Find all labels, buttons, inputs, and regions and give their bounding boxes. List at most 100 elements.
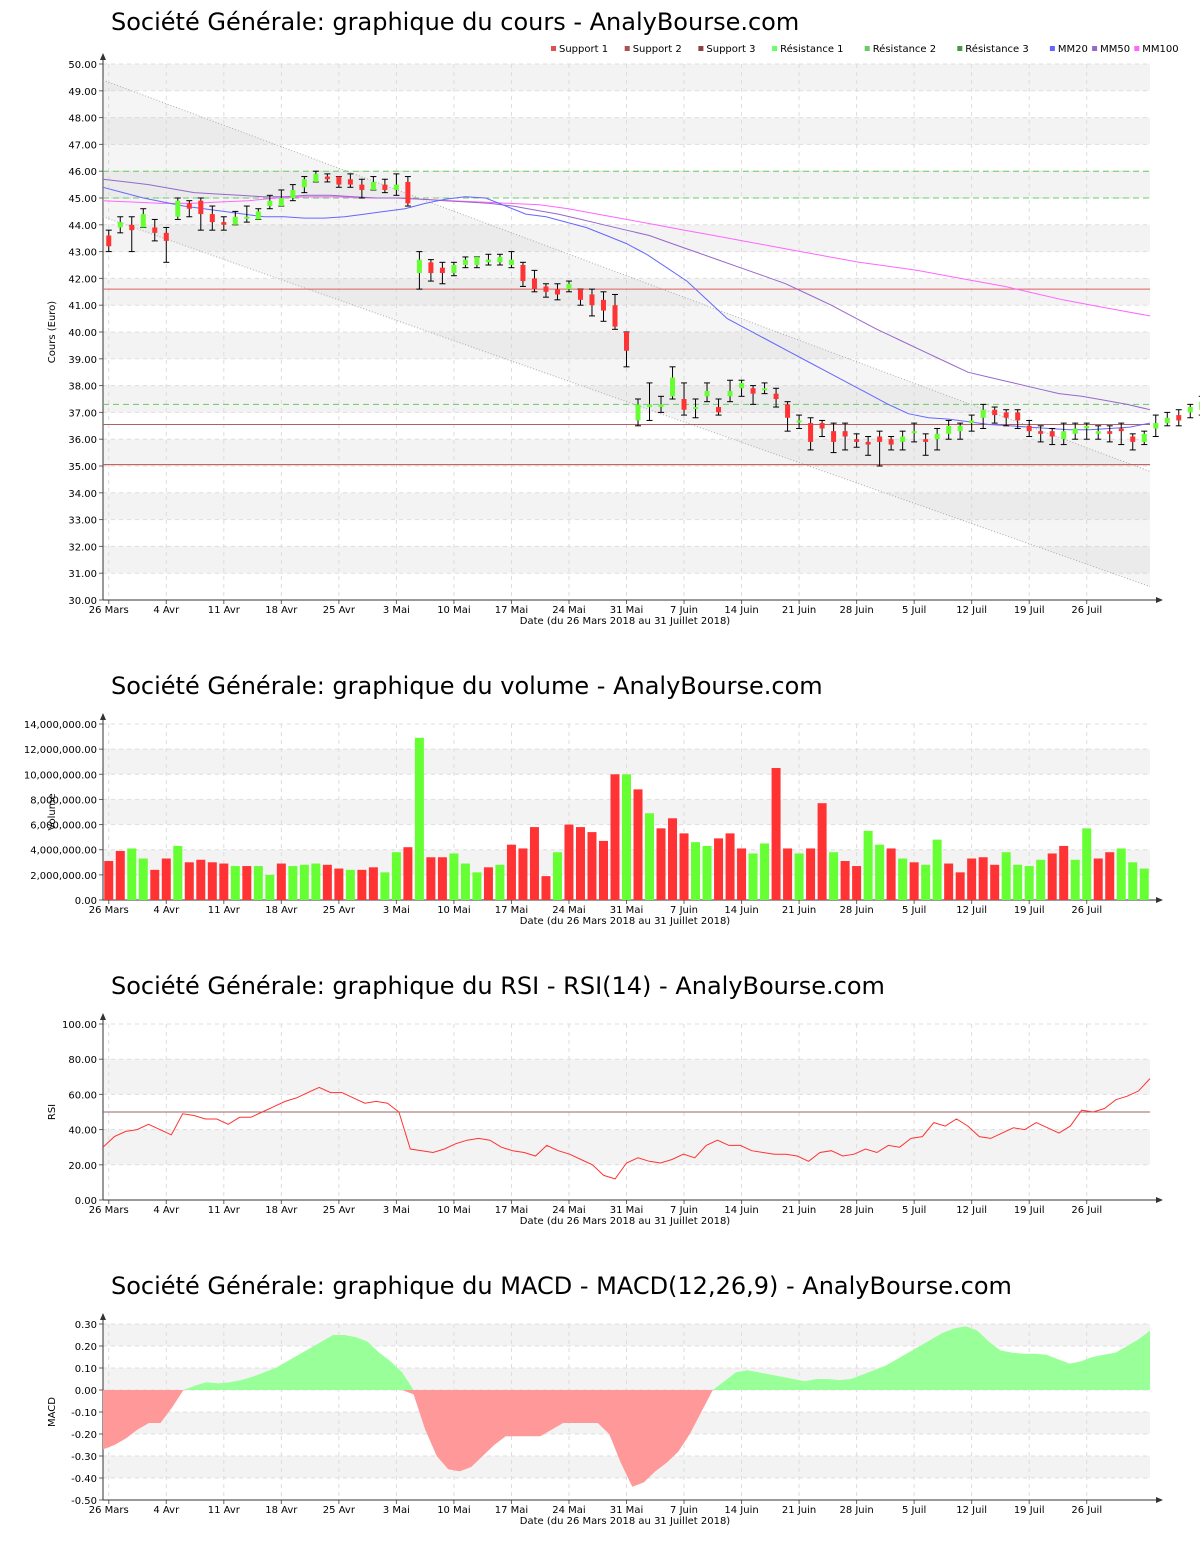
- price-y-axis-arrow: [100, 53, 106, 60]
- macd-x-axis-arrow: [1156, 1497, 1163, 1503]
- volume-bar-up: [921, 864, 931, 900]
- macd-x-tick-label: 3 Mai: [383, 1505, 410, 1516]
- volume-x-tick-label: 5 Juil: [902, 905, 926, 916]
- volume-bar-up: [1116, 848, 1126, 900]
- legend-label: Support 2: [633, 44, 682, 55]
- volume-bar-down: [771, 768, 781, 900]
- candle-body-down: [209, 214, 215, 223]
- volume-bar-down: [564, 824, 574, 900]
- volume-bar-up: [1036, 859, 1046, 900]
- volume-bar-down: [1105, 852, 1115, 900]
- volume-y-tick-label: 4,000,000.00: [30, 846, 97, 857]
- candle-body-down: [865, 441, 871, 445]
- volume-x-tick-label: 26 Juil: [1071, 905, 1102, 916]
- volume-bar-down: [587, 832, 597, 900]
- candle-body-down: [1176, 415, 1182, 421]
- candle-body-down: [221, 222, 227, 225]
- candle-body-up: [911, 431, 917, 434]
- rsi-x-tick-label: 7 Juin: [670, 1205, 698, 1216]
- rsi-x-tick-label: 25 Avr: [323, 1205, 356, 1216]
- macd-x-tick-label: 25 Avr: [323, 1505, 356, 1516]
- candle-body-down: [198, 200, 204, 215]
- price-x-tick-label: 21 Juin: [782, 605, 816, 616]
- mm100-line: [102, 196, 1151, 317]
- candle-body-down: [992, 409, 998, 416]
- macd-x-axis-label: Date (du 26 Mars 2018 au 31 Juillet 2018…: [520, 1516, 731, 1527]
- candle-body-down: [106, 235, 112, 247]
- candle-body-down: [359, 184, 365, 190]
- macd-x-tick-label: 11 Avr: [208, 1505, 241, 1516]
- macd-y-axis-label: MACD: [47, 1397, 58, 1427]
- volume-x-axis-arrow: [1156, 897, 1163, 903]
- legend-label: MM50: [1100, 44, 1130, 55]
- candle-body-up: [267, 200, 273, 207]
- candle-body-down: [1026, 425, 1032, 432]
- volume-bar-up: [380, 872, 390, 900]
- candle-body-up: [313, 173, 319, 182]
- volume-bar-up: [138, 858, 148, 900]
- candle-body-down: [1049, 431, 1055, 437]
- legend-swatch: [864, 46, 870, 51]
- volume-bar-down: [426, 857, 436, 900]
- rsi-x-tick-label: 12 Juil: [956, 1205, 987, 1216]
- legend-label: Support 1: [559, 44, 608, 55]
- price-y-axis-label: Cours (Euro): [47, 301, 58, 364]
- candle-body-up: [278, 198, 284, 207]
- rsi-x-tick-label: 19 Juil: [1014, 1205, 1045, 1216]
- volume-bar-up: [794, 853, 804, 900]
- volume-bar-up: [1070, 859, 1080, 900]
- price-y-tick-label: 46.00: [68, 167, 97, 178]
- volume-x-tick-label: 24 Mai: [552, 905, 585, 916]
- rsi-y-tick-label: 60.00: [68, 1090, 97, 1101]
- volume-bar-down: [219, 863, 229, 900]
- macd-y-tick-label: 0.10: [75, 1364, 97, 1375]
- price-x-tick-label: 19 Juil: [1014, 605, 1045, 616]
- macd-x-tick-label: 17 Mai: [495, 1505, 528, 1516]
- price-y-tick-label: 34.00: [68, 489, 97, 500]
- candle-body-up: [957, 425, 963, 432]
- candle-body-up: [693, 407, 699, 410]
- price-y-tick-label: 41.00: [68, 301, 97, 312]
- volume-bar-down: [184, 862, 194, 900]
- volume-x-tick-label: 17 Mai: [495, 905, 528, 916]
- candle-body-down: [1015, 412, 1021, 421]
- candle-body-down: [382, 184, 388, 190]
- macd-chart-svg: -0.50 -0.40 -0.30 -0.20 -0.10 0.00 0.10 0.20 0.3…: [47, 1313, 1163, 1527]
- macd-x-tick-label: 31 Mai: [610, 1505, 643, 1516]
- candle-body-up: [1164, 417, 1170, 424]
- price-chart-svg: 30.00 31.00 32.00 33.00 34.00 35.00 36.00 37.00…: [47, 43, 1200, 627]
- legend-swatch: [624, 46, 630, 51]
- candle-body-up: [969, 420, 975, 424]
- legend-swatch: [772, 46, 778, 51]
- candle-body-down: [681, 399, 687, 410]
- trend-channel-upper: [102, 79, 1151, 472]
- volume-chart-svg: 0.00 2,000,000.00 4,000,000.00 6,000,000.00…: [24, 713, 1163, 927]
- volume-bar-down: [529, 827, 539, 900]
- volume-bar-down: [783, 848, 793, 900]
- candle-body-down: [543, 286, 549, 292]
- macd-y-tick-label: -0.30: [71, 1452, 97, 1463]
- volume-bar-up: [1139, 868, 1149, 900]
- volume-bar-up: [1082, 828, 1092, 900]
- volume-bar-up: [875, 844, 885, 900]
- price-y-tick-label: 49.00: [68, 87, 97, 98]
- rsi-x-tick-label: 3 Mai: [383, 1205, 410, 1216]
- candle-body-down: [347, 179, 353, 185]
- candle-body-up: [497, 256, 503, 263]
- volume-grid-band: [103, 749, 1150, 775]
- price-y-tick-label: 37.00: [68, 408, 97, 419]
- candle-body-up: [647, 404, 653, 408]
- macd-chart-panel: Société Générale: graphique du MACD - MA…: [0, 1260, 1200, 1550]
- volume-bar-up: [1024, 866, 1034, 900]
- rsi-y-tick-label: 80.00: [68, 1055, 97, 1066]
- candle-body-down: [1003, 412, 1009, 418]
- candle-body-up: [140, 214, 146, 228]
- rsi-x-axis-arrow: [1156, 1197, 1163, 1203]
- volume-bar-down: [598, 840, 608, 900]
- candle-body-down: [842, 431, 848, 437]
- candle-body-up: [1141, 433, 1147, 442]
- price-x-tick-label: 26 Juil: [1071, 605, 1102, 616]
- candle-body-up: [1095, 431, 1101, 434]
- legend-label: Résistance 1: [780, 43, 843, 55]
- volume-y-tick-label: 8,000,000.00: [30, 795, 97, 806]
